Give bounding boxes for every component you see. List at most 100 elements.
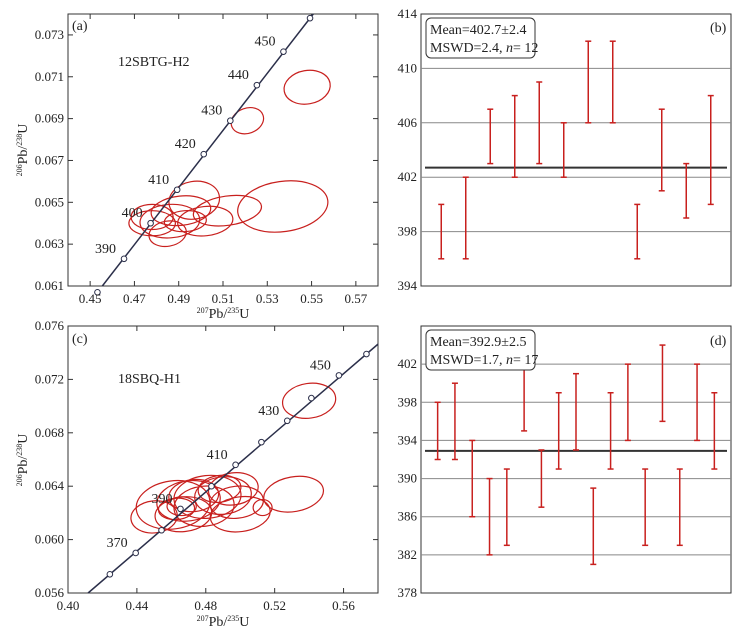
concordia-age-marker	[177, 505, 184, 513]
panel-label-a: (a)	[72, 19, 88, 34]
concordia-age-marker	[306, 14, 314, 22]
concordia-age-label: 390	[151, 492, 172, 507]
y-tick-label: 0.068	[35, 425, 64, 440]
concordia-line	[101, 13, 314, 287]
error-bar	[590, 487, 597, 566]
y-tick-labels-b: 394 398 402 406 410 414	[398, 6, 418, 293]
concordia-age-label: 410	[148, 173, 169, 188]
x-tick-label: 0.45	[79, 291, 102, 306]
y-tick-label: 0.076	[35, 318, 65, 333]
y-tick-label: 390	[398, 471, 418, 486]
concordia-age-marker	[147, 219, 154, 227]
error-ellipse	[194, 476, 252, 515]
concordia-age-marker	[208, 482, 215, 490]
error-ellipse	[173, 485, 235, 527]
concordia-age-label: 410	[207, 448, 228, 463]
x-tick-label: 0.52	[263, 598, 286, 613]
x-axis-label-a: 207Pb/235U	[197, 306, 250, 322]
error-bar	[438, 203, 445, 260]
concordia-age-marker	[132, 549, 139, 557]
y-tick-label: 0.061	[35, 278, 64, 293]
error-bar	[536, 81, 543, 165]
concordia-curve-a: 390 400 410 420 430 440 450	[94, 13, 314, 296]
tick-marks-a	[68, 14, 378, 287]
age-errorbar-panel-d: 378 382 386 390 394 398 402 Mean=392.9±2.5 MSW…	[398, 325, 732, 600]
error-bar	[585, 40, 592, 124]
panel-label-b: (b)	[710, 21, 727, 36]
error-bar	[659, 344, 666, 423]
concordia-age-marker	[253, 81, 261, 89]
y-tick-label: 406	[398, 115, 418, 130]
y-tick-label: 410	[398, 60, 418, 75]
y-tick-label: 398	[398, 224, 418, 239]
y-tick-label: 394	[398, 432, 418, 447]
mean-label-d: Mean=392.9±2.5	[430, 335, 526, 350]
y-tick-label: 402	[398, 356, 418, 371]
error-ellipse	[128, 210, 176, 237]
y-tick-label: 386	[398, 509, 418, 524]
concordia-age-label: 450	[310, 358, 331, 373]
y-tick-label: 0.073	[35, 27, 64, 42]
concordia-age-marker	[227, 117, 234, 125]
y-tick-label: 0.063	[35, 236, 64, 251]
concordia-age-label: 400	[122, 206, 143, 221]
y-tick-labels-a: 0.061 0.063 0.065 0.067 0.069 0.071 0.073	[35, 27, 65, 293]
x-tick-label: 0.49	[167, 291, 190, 306]
error-bar	[624, 363, 631, 442]
mean-label-b: Mean=402.7±2.4	[430, 23, 526, 38]
x-tick-label: 0.53	[256, 291, 279, 306]
summary-box-b	[425, 17, 536, 59]
error-ellipse	[166, 496, 197, 517]
error-bar	[503, 468, 510, 547]
concordia-age-label: 420	[175, 137, 196, 152]
error-bar	[711, 392, 718, 470]
y-tick-label: 382	[398, 547, 418, 562]
concordia-age-marker	[363, 350, 370, 358]
y-axis-label-c: 206Pb/238U	[15, 434, 31, 487]
error-bar	[634, 203, 641, 260]
panel-label-d: (d)	[710, 334, 727, 349]
error-ellipse	[283, 69, 331, 105]
concordia-age-label: 390	[95, 242, 116, 257]
error-bar	[555, 392, 562, 470]
panel-label-c: (c)	[72, 332, 88, 347]
y-tick-label: 0.060	[35, 532, 64, 547]
plot-frame-d	[420, 325, 732, 594]
x-tick-labels-c: 0.40 0.44 0.48 0.52 0.56	[57, 598, 356, 613]
plot-frame-c	[67, 325, 379, 594]
y-axis-label-a: 206Pb/238U	[15, 124, 31, 177]
concordia-age-marker	[258, 438, 265, 446]
error-bar	[538, 449, 545, 508]
error-bar	[573, 372, 579, 451]
y-tick-label: 414	[398, 6, 418, 21]
concordia-panel-c: 370 390 410 430 450 0.40 0.44 0.48 0.52 0.56 0.0…	[15, 318, 379, 630]
y-tick-label: 0.071	[35, 69, 64, 84]
concordia-age-marker	[200, 150, 208, 158]
error-ellipse	[192, 194, 263, 227]
x-tick-label: 0.57	[344, 291, 367, 306]
error-bar	[469, 439, 476, 518]
y-tick-label: 0.065	[35, 194, 64, 209]
error-bar	[511, 94, 518, 178]
error-bar	[694, 363, 701, 442]
error-bar	[609, 40, 616, 124]
error-bar	[462, 176, 469, 260]
y-tick-labels-c: 0.056 0.060 0.064 0.068 0.072 0.076	[35, 318, 65, 600]
error-ellipses-a	[128, 69, 331, 248]
error-ellipse	[130, 500, 178, 534]
x-tick-label: 0.51	[212, 291, 235, 306]
concordia-age-marker	[120, 255, 128, 263]
x-axis-label-c: 207Pb/235U	[197, 614, 250, 630]
error-bar	[560, 122, 567, 178]
error-bar	[607, 392, 614, 470]
concordia-curve-c: 370 390 410 430 450	[87, 343, 379, 594]
error-bar	[434, 401, 441, 461]
concordia-age-label: 450	[254, 35, 275, 50]
age-errorbar-panel-b: 394 398 402 406 410 414 Mean=402.7±2.4 MSWD=2…	[398, 6, 732, 293]
error-bar	[658, 108, 665, 192]
error-bar	[642, 468, 649, 547]
error-bar	[451, 382, 458, 461]
error-ellipse	[135, 479, 211, 530]
plot-frame-b	[420, 13, 732, 287]
